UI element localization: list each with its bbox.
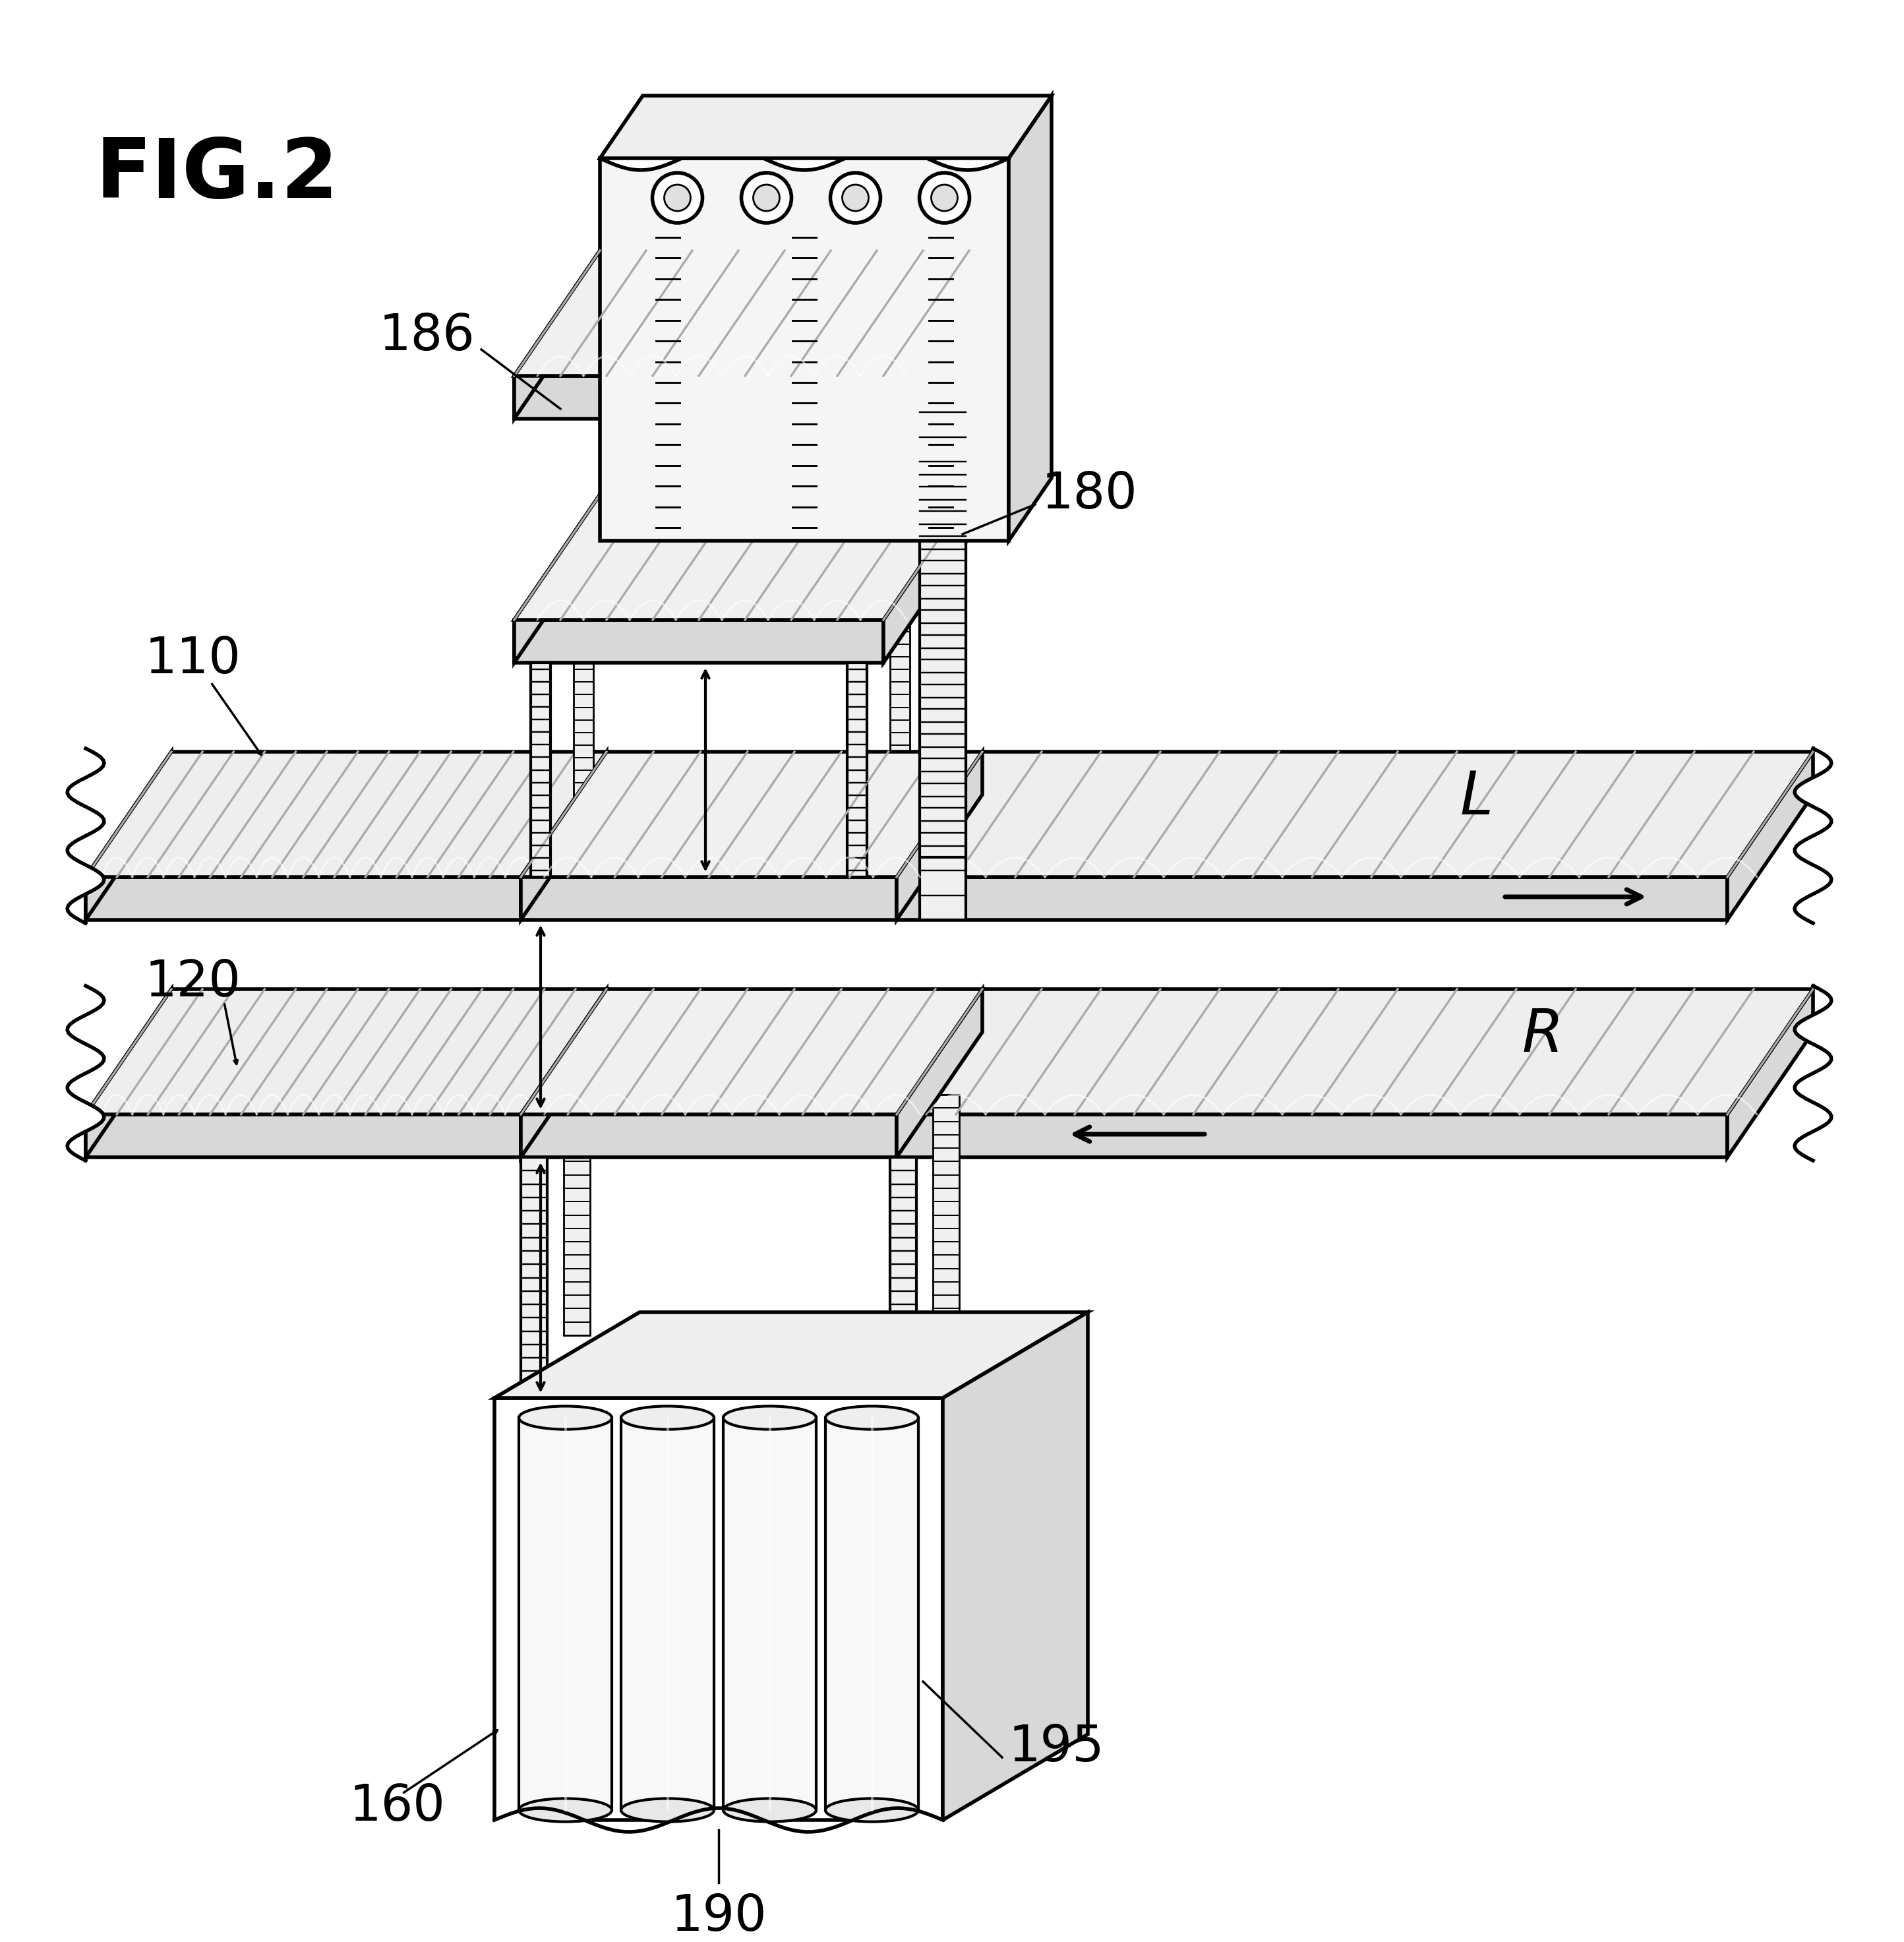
Text: 110: 110	[145, 635, 242, 684]
Text: 186: 186	[379, 313, 474, 361]
Polygon shape	[86, 1115, 522, 1157]
Polygon shape	[514, 495, 969, 619]
Text: 180: 180	[1041, 470, 1139, 519]
Polygon shape	[847, 662, 866, 878]
Text: L: L	[1460, 769, 1493, 827]
Polygon shape	[600, 495, 969, 538]
Polygon shape	[826, 1418, 918, 1810]
Polygon shape	[514, 377, 883, 419]
Ellipse shape	[621, 1406, 714, 1429]
Polygon shape	[86, 988, 607, 1115]
Polygon shape	[724, 1418, 817, 1810]
Polygon shape	[86, 752, 607, 878]
Polygon shape	[564, 1095, 590, 1336]
Polygon shape	[982, 988, 1813, 1031]
Polygon shape	[514, 251, 969, 377]
Polygon shape	[889, 600, 910, 814]
Ellipse shape	[826, 1798, 918, 1822]
Polygon shape	[607, 752, 982, 794]
Polygon shape	[982, 752, 1813, 794]
Polygon shape	[495, 1398, 942, 1820]
Ellipse shape	[724, 1406, 817, 1429]
Polygon shape	[920, 474, 965, 921]
Polygon shape	[514, 251, 600, 419]
Polygon shape	[514, 538, 969, 662]
Polygon shape	[86, 1031, 607, 1157]
Ellipse shape	[520, 1798, 611, 1822]
Polygon shape	[522, 794, 982, 921]
Polygon shape	[897, 1115, 1727, 1157]
Polygon shape	[514, 619, 883, 662]
Circle shape	[653, 173, 703, 223]
Polygon shape	[86, 752, 171, 921]
Circle shape	[754, 184, 779, 212]
Polygon shape	[522, 752, 607, 921]
Polygon shape	[86, 988, 171, 1157]
Polygon shape	[495, 1313, 1087, 1398]
Ellipse shape	[621, 1798, 714, 1822]
Polygon shape	[621, 1418, 714, 1810]
Ellipse shape	[520, 1406, 611, 1429]
Polygon shape	[897, 988, 1813, 1115]
Polygon shape	[514, 495, 600, 662]
Polygon shape	[883, 495, 969, 662]
Polygon shape	[942, 1313, 1087, 1820]
Text: 195: 195	[1009, 1723, 1104, 1771]
Polygon shape	[897, 878, 1727, 921]
Polygon shape	[889, 1157, 916, 1398]
Circle shape	[931, 184, 958, 212]
Polygon shape	[171, 752, 607, 794]
Polygon shape	[1009, 95, 1051, 540]
Polygon shape	[522, 1115, 897, 1157]
Polygon shape	[520, 1418, 611, 1810]
Polygon shape	[522, 988, 982, 1115]
Text: 160: 160	[350, 1783, 446, 1831]
Circle shape	[920, 173, 969, 223]
Polygon shape	[522, 1157, 546, 1398]
Polygon shape	[897, 794, 1813, 921]
Polygon shape	[897, 752, 1813, 878]
Polygon shape	[522, 988, 607, 1157]
Polygon shape	[897, 1031, 1813, 1157]
Polygon shape	[522, 878, 897, 921]
Ellipse shape	[826, 1406, 918, 1429]
Polygon shape	[600, 95, 1051, 157]
Polygon shape	[514, 293, 969, 419]
Polygon shape	[933, 1095, 960, 1336]
Text: FIG.2: FIG.2	[95, 136, 339, 216]
Polygon shape	[897, 988, 982, 1157]
Text: 190: 190	[670, 1893, 767, 1942]
Polygon shape	[86, 794, 607, 921]
Polygon shape	[1727, 752, 1813, 921]
Circle shape	[664, 184, 691, 212]
Polygon shape	[1727, 988, 1813, 1157]
Polygon shape	[522, 1031, 982, 1157]
Polygon shape	[607, 988, 982, 1031]
Circle shape	[842, 184, 868, 212]
Circle shape	[830, 173, 880, 223]
Polygon shape	[573, 600, 594, 814]
Polygon shape	[86, 878, 522, 921]
Ellipse shape	[724, 1798, 817, 1822]
Polygon shape	[883, 251, 969, 419]
Text: R: R	[1521, 1006, 1563, 1064]
Polygon shape	[171, 988, 607, 1031]
Polygon shape	[522, 752, 982, 878]
Polygon shape	[920, 412, 965, 856]
Circle shape	[741, 173, 792, 223]
Polygon shape	[897, 752, 982, 921]
Polygon shape	[531, 662, 550, 878]
Polygon shape	[600, 157, 1009, 540]
Polygon shape	[600, 251, 969, 293]
Text: 120: 120	[145, 957, 242, 1008]
